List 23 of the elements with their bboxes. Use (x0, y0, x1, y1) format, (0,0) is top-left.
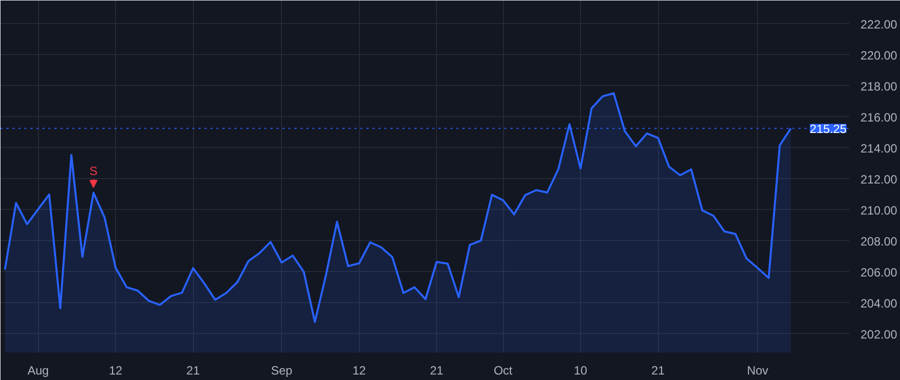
y-tick-label: 222.00 (860, 17, 898, 32)
x-tick-label: 12 (108, 364, 123, 378)
y-tick-label: 218.00 (860, 79, 898, 94)
x-tick-label: Sep (270, 364, 293, 378)
y-tick-label: 220.00 (860, 48, 898, 62)
y-tick-label: 214.00 (860, 141, 898, 156)
ref-line-label: 215.25 (810, 122, 847, 136)
x-tick-label: 12 (352, 364, 366, 378)
y-tick-label: 212.00 (860, 172, 898, 186)
y-tick-label: 210.00 (860, 203, 898, 218)
x-tick-label: 21 (186, 364, 200, 378)
annotation: S (89, 164, 98, 178)
y-tick-label: 208.00 (860, 234, 898, 248)
x-tick-label: Oct (494, 364, 514, 378)
y-tick-label: 204.00 (860, 296, 898, 310)
y-tick-label: 202.00 (860, 327, 898, 342)
x-tick-label: Aug (27, 364, 49, 378)
x-tick-label: 21 (430, 364, 444, 378)
x-tick-label: 10 (574, 364, 588, 378)
y-tick-label: 216.00 (860, 110, 898, 124)
y-tick-label: 206.00 (860, 265, 898, 280)
x-tick-label: 21 (651, 364, 666, 378)
x-tick-label: Nov (746, 364, 768, 378)
